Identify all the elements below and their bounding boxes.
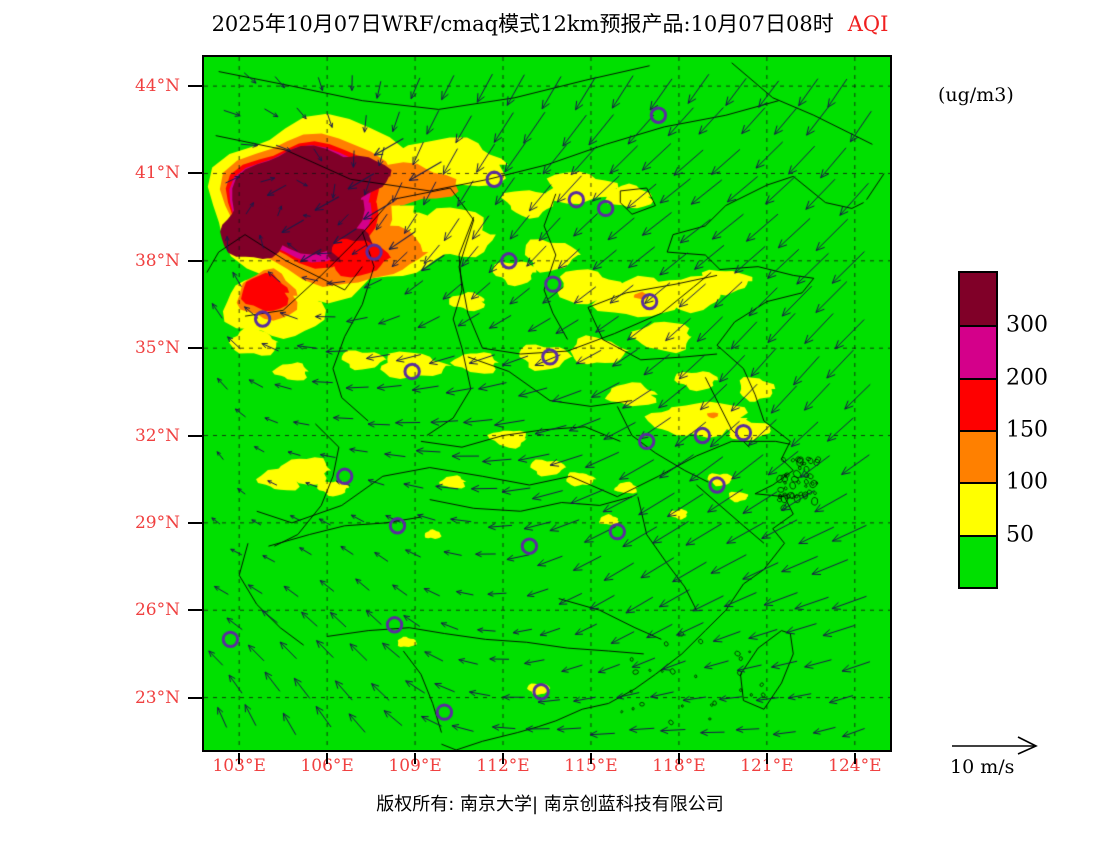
lat-tick-mark (188, 521, 202, 524)
colorbar-band-very-heavy[interactable] (960, 273, 996, 326)
title-main-text: 2025年10月07日WRF/cmaq模式12km预报产品:10月07日08时 (211, 12, 834, 36)
lat-tick-mark (188, 434, 202, 437)
lon-tick-label: 109°E (388, 756, 442, 776)
copyright-footer: 版权所有: 南京大学| 南京创蓝科技有限公司 (376, 794, 724, 815)
lat-tick-label: 44°N (134, 76, 180, 97)
page-title: 2025年10月07日WRF/cmaq模式12km预报产品:10月07日08时 A… (0, 8, 1100, 38)
lat-tick-label: 29°N (134, 512, 180, 533)
lat-tick-label: 26°N (134, 600, 180, 621)
colorbar-band-heavy[interactable] (960, 325, 996, 378)
lat-tick-label: 32°N (134, 425, 180, 446)
lon-tick-mark (677, 753, 680, 764)
lat-tick-mark (188, 347, 202, 350)
colorbar-band-light[interactable] (960, 482, 996, 535)
lat-tick-label: 41°N (134, 163, 180, 184)
lat-tick-mark (188, 85, 202, 88)
lat-tick-mark (188, 609, 202, 612)
lon-tick-label: 112°E (476, 756, 530, 776)
lon-tick-label: 106°E (300, 756, 354, 776)
lon-tick-mark (765, 753, 768, 764)
wind-scale-legend: 10 m/s (950, 735, 1070, 778)
map-plot-area[interactable] (202, 55, 892, 752)
colorbar-value-label: 150 (1006, 417, 1048, 443)
lon-tick-label: 118°E (652, 756, 706, 776)
lat-tick-label: 35°N (134, 338, 180, 359)
lon-tick-mark (238, 753, 241, 764)
lon-tick-mark (326, 753, 329, 764)
aqi-map-canvas[interactable] (204, 57, 890, 750)
lat-tick-mark (188, 696, 202, 699)
lon-tick-mark (502, 753, 505, 764)
lon-tick-mark (414, 753, 417, 764)
colorbar-value-label: 200 (1006, 365, 1048, 391)
colorbar-band-moderate[interactable] (960, 429, 996, 483)
aqi-colorbar[interactable] (958, 271, 998, 589)
lat-tick-label: 23°N (134, 687, 180, 708)
lon-tick-label: 121°E (740, 756, 794, 776)
lon-tick-label: 103°E (212, 756, 266, 776)
wind-scale-label: 10 m/s (950, 756, 1015, 778)
colorbar-value-label: 300 (1006, 312, 1048, 338)
wind-arrow-icon (952, 736, 1038, 755)
lat-tick-mark (188, 172, 202, 175)
colorbar-band-severe[interactable] (960, 377, 996, 430)
lon-tick-label: 115°E (564, 756, 618, 776)
colorbar-value-label: 100 (1006, 469, 1048, 495)
colorbar-band-good[interactable] (960, 534, 996, 587)
lon-tick-mark (589, 753, 592, 764)
lat-tick-mark (188, 259, 202, 262)
lat-tick-label: 38°N (134, 250, 180, 271)
title-variable-label: AQI (847, 12, 889, 36)
lon-tick-mark (853, 753, 856, 764)
lon-tick-label: 124°E (828, 756, 882, 776)
colorbar-units-label: (ug/m3) (938, 84, 1014, 106)
colorbar-value-label: 50 (1006, 522, 1034, 548)
